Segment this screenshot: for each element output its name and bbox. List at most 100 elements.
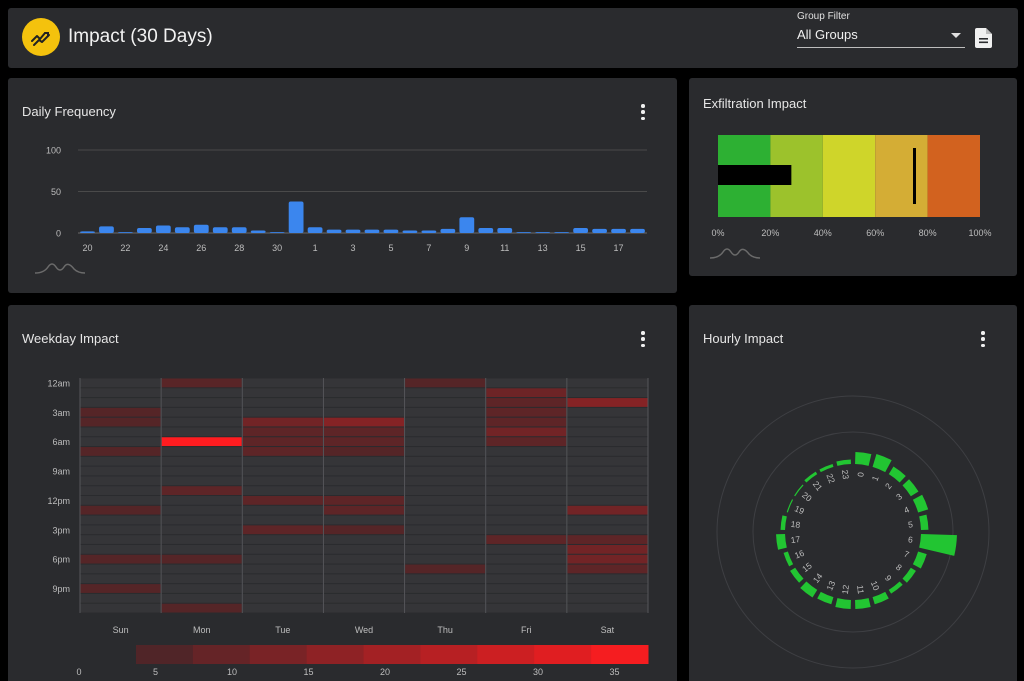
heatmap-cell xyxy=(486,417,567,427)
document-icon[interactable] xyxy=(975,28,993,53)
heatmap-cell xyxy=(486,378,567,388)
kebab-menu-icon[interactable] xyxy=(975,329,991,349)
bar xyxy=(231,227,247,233)
hour-label: 21 xyxy=(811,479,825,493)
heatmap-cell xyxy=(242,496,323,505)
heatmap-cell xyxy=(405,378,486,388)
group-filter-select[interactable]: All Groups xyxy=(797,24,965,48)
weekday-impact-title: Weekday Impact xyxy=(22,331,119,346)
heatmap-cell xyxy=(161,496,242,505)
heatmap-cell xyxy=(80,544,161,554)
hour-label: 11 xyxy=(855,584,866,594)
heatmap-cell xyxy=(567,398,648,407)
bar xyxy=(250,230,266,233)
heatmap-cell xyxy=(323,466,405,476)
hour-bar xyxy=(912,551,927,569)
legend-tick-label: 35 xyxy=(609,667,619,677)
bar xyxy=(478,228,494,233)
hour-label: 20 xyxy=(800,490,814,504)
x-tick-label: 7 xyxy=(426,243,431,253)
heatmap-cell xyxy=(486,388,567,398)
heatmap-cell xyxy=(405,427,486,437)
kebab-menu-icon[interactable] xyxy=(635,329,651,349)
heatmap-cell xyxy=(567,427,648,437)
heatmap-cell xyxy=(567,515,648,525)
heatmap-cell xyxy=(405,407,486,417)
x-tick-label: 15 xyxy=(576,243,586,253)
page-title: Impact (30 Days) xyxy=(68,26,213,47)
heatmap-cell xyxy=(80,535,161,544)
bar xyxy=(516,232,532,233)
app-header: Impact (30 Days) Group Filter All Groups xyxy=(8,8,1018,68)
x-tick-label: 22 xyxy=(120,243,130,253)
heatmap-cell xyxy=(242,505,323,515)
hour-label: 9am xyxy=(52,467,70,477)
heatmap-cell xyxy=(161,603,242,613)
day-label: Sat xyxy=(601,625,615,635)
hour-bar xyxy=(888,466,906,483)
kebab-menu-icon[interactable] xyxy=(635,102,651,122)
heatmap-cell xyxy=(161,544,242,554)
heatmap-cell xyxy=(486,407,567,417)
heatmap-cell xyxy=(323,398,405,407)
heatmap-cell xyxy=(80,466,161,476)
x-tick-label: 5 xyxy=(388,243,393,253)
heatmap-cell xyxy=(80,456,161,466)
grid-ring xyxy=(716,395,990,669)
hour-label: 23 xyxy=(840,469,851,480)
bar xyxy=(288,201,304,233)
hourly-impact-title: Hourly Impact xyxy=(703,331,784,346)
hour-bar xyxy=(855,598,871,609)
legend-swatch xyxy=(420,645,478,664)
hour-bar xyxy=(888,581,903,594)
heatmap-cell xyxy=(323,603,405,613)
heatmap-cell xyxy=(161,486,242,495)
heatmap-cell xyxy=(323,388,405,398)
heatmap-cell xyxy=(242,574,323,584)
hour-bar xyxy=(902,479,919,497)
hour-label: 13 xyxy=(824,579,837,592)
weekday-impact-card: Weekday Impact 12am 3am 6am 9am 12pm 3pm 6pm 9p… xyxy=(8,305,677,681)
heatmap-cell xyxy=(242,486,323,495)
heatmap-cell xyxy=(323,476,405,486)
heatmap-cell xyxy=(405,476,486,486)
heatmap-cell xyxy=(323,407,405,417)
heatmap-cell xyxy=(323,417,405,427)
x-tick-label: 28 xyxy=(234,243,244,253)
x-tick-label: 17 xyxy=(614,243,624,253)
legend-swatch xyxy=(249,645,308,664)
heatmap-cell xyxy=(80,564,161,574)
hour-label: 12 xyxy=(840,584,851,595)
heatmap-cell xyxy=(242,535,323,544)
heatmap-cell xyxy=(567,437,648,447)
heatmap-cell xyxy=(405,398,486,407)
legend-tick-label: 25 xyxy=(456,667,466,677)
hour-label: 4 xyxy=(902,504,910,515)
bar xyxy=(630,228,645,233)
heatmap-cell xyxy=(323,427,405,437)
bar xyxy=(269,232,285,233)
heatmap-cell xyxy=(405,447,486,456)
heatmap-cell xyxy=(405,486,486,495)
legend-tick-label: 0 xyxy=(76,667,81,677)
heatmap-cell xyxy=(242,603,323,613)
heatmap-cell xyxy=(323,554,405,564)
hour-bar xyxy=(790,567,804,583)
bar xyxy=(212,227,228,233)
hour-label: 15 xyxy=(800,560,814,574)
heatmap-cell xyxy=(242,515,323,525)
heatmap-cell xyxy=(486,486,567,495)
heatmap-cell xyxy=(486,564,567,574)
hour-label: 19 xyxy=(793,503,806,516)
heatmap-cell xyxy=(80,496,161,505)
heatmap-cell xyxy=(567,584,648,593)
heatmap-cell xyxy=(486,574,567,584)
heatmap-cell xyxy=(161,378,242,388)
heatmap-cell xyxy=(80,437,161,447)
exfiltration-impact-card: Exfiltration Impact 0% 20% 40% 60% 80% 100% xyxy=(689,78,1017,276)
heatmap-cell xyxy=(567,486,648,495)
range-band xyxy=(927,135,980,217)
heatmap-cell xyxy=(323,564,405,574)
x-tick-label: 100% xyxy=(968,228,991,238)
